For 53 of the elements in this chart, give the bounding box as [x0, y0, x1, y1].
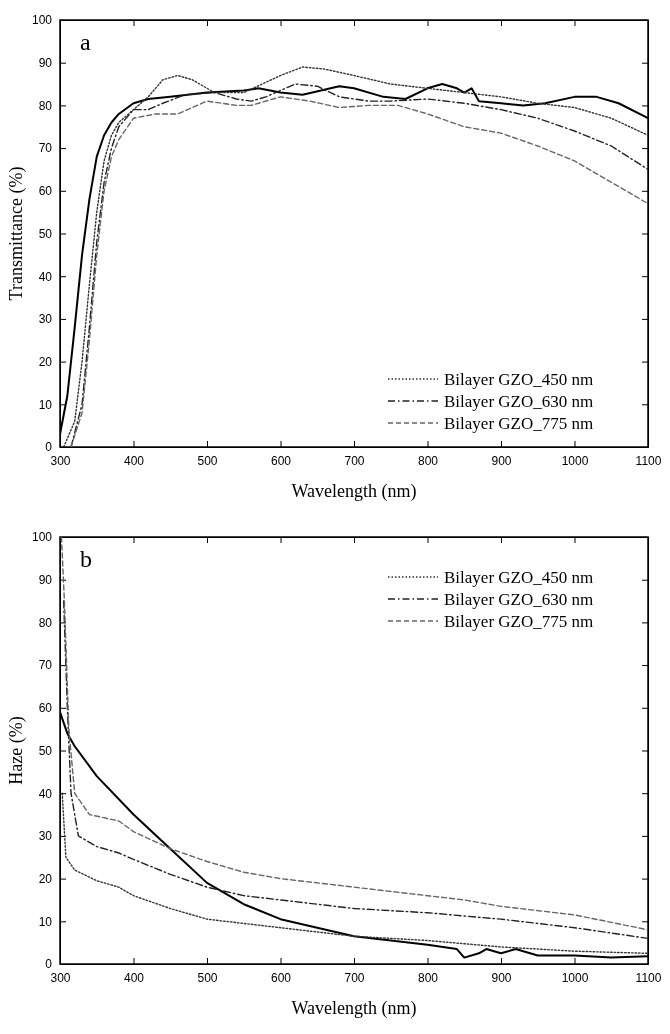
x-tick-label: 700 [344, 453, 365, 468]
x-tick-label: 600 [270, 453, 292, 468]
y-tick-label: 50 [38, 743, 53, 758]
x-tick-label: 1100 [635, 970, 662, 985]
y-tick-label: 0 [45, 957, 53, 972]
line-series [61, 792, 648, 955]
legend-label: Bilayer GZO_450 nm [444, 370, 594, 389]
y-tick-label: 90 [38, 573, 53, 588]
x-tick-label: 300 [50, 453, 71, 468]
x-tick-label: 700 [344, 970, 365, 985]
legend-label: Bilayer GZO_630 nm [444, 392, 594, 411]
y-tick-label: 40 [38, 786, 53, 801]
y-tick-label: 60 [38, 184, 53, 199]
y-tick-label: 80 [38, 615, 53, 630]
legend-label: Bilayer GZO_450 nm [444, 568, 594, 587]
y-tick-label: 100 [31, 13, 53, 28]
x-tick-label: 400 [123, 970, 145, 985]
y-tick-label: 30 [38, 829, 53, 844]
x-tick-label: 300 [50, 970, 71, 985]
y-axis-title: Transmittance (%) [6, 166, 27, 301]
x-tick-label: 500 [197, 453, 218, 468]
x-tick-label: 1000 [561, 453, 589, 468]
y-tick-label: 80 [38, 98, 53, 113]
y-tick-label: 30 [38, 312, 53, 327]
x-tick-label: 500 [197, 970, 218, 985]
x-tick-label: 1100 [635, 453, 662, 468]
y-tick-label: 60 [38, 701, 53, 716]
legend-label: Bilayer GZO_775 nm [444, 612, 594, 631]
annotation: b [80, 546, 92, 572]
y-tick-label: 10 [38, 397, 53, 412]
x-tick-label: 900 [491, 970, 512, 985]
y-tick-label: 70 [38, 141, 53, 156]
x-tick-label: 800 [417, 453, 439, 468]
x-tick-label: 800 [417, 970, 439, 985]
y-tick-label: 50 [38, 226, 53, 241]
x-tick-label: 900 [491, 453, 512, 468]
y-tick-label: 20 [38, 354, 53, 369]
x-tick-label: 600 [270, 970, 292, 985]
x-tick-label: 400 [123, 453, 145, 468]
y-tick-label: 100 [31, 530, 53, 545]
x-axis-title: Wavelength (nm) [291, 481, 417, 502]
x-tick-label: 1000 [561, 970, 589, 985]
y-tick-label: 70 [38, 658, 53, 673]
y-axis-title: Haze (%) [6, 716, 27, 785]
y-tick-label: 40 [38, 269, 53, 284]
y-tick-label: 90 [38, 56, 53, 71]
y-tick-label: 10 [38, 914, 53, 929]
x-axis-title: Wavelength (nm) [291, 998, 417, 1019]
y-tick-label: 0 [45, 440, 53, 455]
legend-label: Bilayer GZO_630 nm [444, 590, 594, 609]
y-tick-label: 20 [38, 871, 53, 886]
annotation: a [80, 29, 91, 55]
legend-label: Bilayer GZO_775 nm [444, 414, 594, 433]
